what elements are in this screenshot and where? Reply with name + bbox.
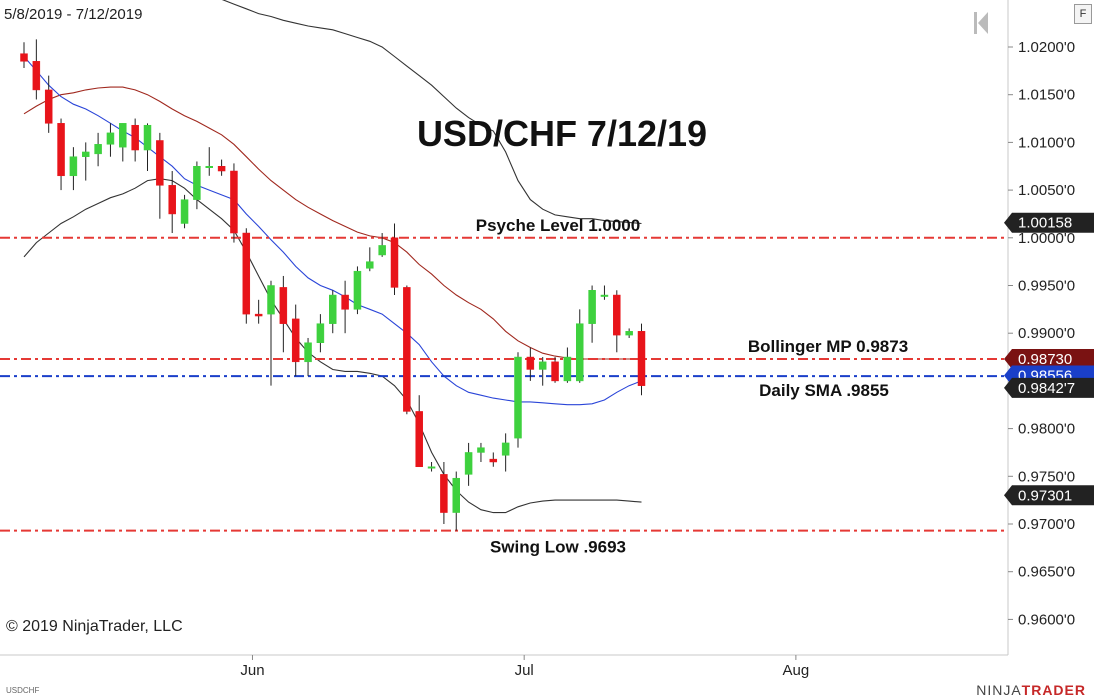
candle-body bbox=[526, 356, 535, 370]
candle-body bbox=[390, 237, 399, 288]
candle-body bbox=[291, 318, 300, 363]
candle-body bbox=[403, 287, 411, 412]
bollinger-mid-line bbox=[23, 86, 642, 360]
date-range-label: 5/8/2019 - 7/12/2019 bbox=[4, 6, 143, 23]
candle-body bbox=[193, 166, 201, 200]
candle-body bbox=[242, 232, 251, 315]
y-tick-label: 1.0200'0 bbox=[1018, 39, 1075, 56]
y-tick-label: 0.9900'0 bbox=[1018, 325, 1075, 342]
bollinger-lower-line bbox=[23, 178, 642, 514]
candle-body bbox=[588, 290, 596, 324]
y-tick-label: 1.0050'0 bbox=[1018, 182, 1075, 199]
candle-body bbox=[316, 323, 325, 343]
y-tick-label: 0.9600'0 bbox=[1018, 611, 1075, 628]
y-tick-label: 0.9700'0 bbox=[1018, 516, 1075, 533]
candle-body bbox=[32, 61, 41, 91]
level-label: Bollinger MP 0.9873 bbox=[748, 337, 908, 356]
brand-logo: NINJATRADER bbox=[976, 682, 1086, 698]
candle-body bbox=[452, 477, 460, 513]
y-tick-label: 1.0100'0 bbox=[1018, 134, 1075, 151]
price-tag bbox=[1004, 485, 1094, 506]
candle-body bbox=[489, 458, 498, 463]
candle-body bbox=[551, 361, 559, 382]
y-tick-label: 0.9950'0 bbox=[1018, 278, 1075, 295]
chart-title: USD/CHF 7/12/19 bbox=[417, 113, 707, 154]
candle-body bbox=[477, 447, 485, 453]
price-tag-label: 0.98730 bbox=[1018, 351, 1072, 368]
candle-body bbox=[217, 166, 226, 172]
candle-body bbox=[254, 313, 263, 317]
candle-body bbox=[625, 331, 633, 336]
candle-body bbox=[366, 261, 374, 269]
y-tick-label: 1.0000'0 bbox=[1018, 230, 1075, 247]
candle-body bbox=[341, 294, 349, 310]
candle-body bbox=[57, 123, 65, 177]
candle-body bbox=[304, 342, 312, 363]
y-tick-label: 1.0150'0 bbox=[1018, 87, 1075, 104]
price-tag-label: 1.00158 bbox=[1018, 215, 1072, 232]
instrument-symbol: USDCHF bbox=[6, 686, 40, 695]
candle-body bbox=[82, 151, 90, 157]
y-tick-label: 0.9650'0 bbox=[1018, 564, 1075, 581]
bollinger-upper-line bbox=[221, 0, 642, 225]
candle-body bbox=[613, 294, 621, 336]
candle-body bbox=[94, 144, 102, 155]
candle-body bbox=[501, 442, 510, 456]
candle-body bbox=[20, 53, 28, 62]
x-tick-label: Jul bbox=[515, 662, 534, 679]
candle-body bbox=[415, 411, 423, 468]
price-tag-label: 0.9842'7 bbox=[1018, 380, 1075, 397]
candle-body bbox=[119, 123, 127, 148]
candle-body bbox=[427, 466, 436, 469]
candle-body bbox=[69, 156, 78, 177]
candle-body bbox=[131, 124, 139, 151]
candle-body bbox=[230, 170, 238, 234]
level-label: Daily SMA .9855 bbox=[759, 381, 889, 400]
price-tag bbox=[1004, 348, 1094, 369]
price-tag bbox=[1004, 212, 1094, 233]
copyright: © 2019 NinjaTrader, LLC bbox=[6, 618, 183, 635]
candle-body bbox=[637, 331, 646, 386]
candle-body bbox=[267, 285, 275, 315]
candle-body bbox=[329, 294, 337, 324]
candle-body bbox=[205, 166, 213, 168]
x-tick-label: Jun bbox=[240, 662, 264, 679]
candle-body bbox=[538, 361, 547, 370]
candle-body bbox=[378, 245, 386, 256]
candle-body bbox=[563, 356, 572, 382]
candle-body bbox=[143, 124, 152, 151]
price-tag-label: 0.97301 bbox=[1018, 487, 1072, 504]
candle-body bbox=[106, 132, 115, 145]
candle-body bbox=[180, 199, 189, 224]
candle-body bbox=[156, 140, 164, 186]
candle-body bbox=[353, 270, 362, 310]
y-tick-label: 0.9800'0 bbox=[1018, 421, 1075, 438]
f-button[interactable]: F bbox=[1074, 4, 1092, 24]
scroll-to-start-icon[interactable] bbox=[972, 10, 990, 36]
candle-body bbox=[576, 323, 584, 382]
candle-body bbox=[44, 89, 53, 124]
level-label: Swing Low .9693 bbox=[490, 538, 626, 557]
candle-body bbox=[168, 185, 176, 215]
level-label: Psyche Level 1.0000 bbox=[476, 216, 640, 235]
candle-body bbox=[464, 452, 473, 475]
candle-body bbox=[514, 356, 522, 439]
price-tag bbox=[1004, 377, 1094, 398]
candle-body bbox=[600, 294, 609, 297]
candle-body bbox=[279, 287, 288, 324]
y-tick-label: 0.9750'0 bbox=[1018, 468, 1075, 485]
x-tick-label: Aug bbox=[783, 662, 810, 679]
candle-body bbox=[440, 474, 448, 513]
